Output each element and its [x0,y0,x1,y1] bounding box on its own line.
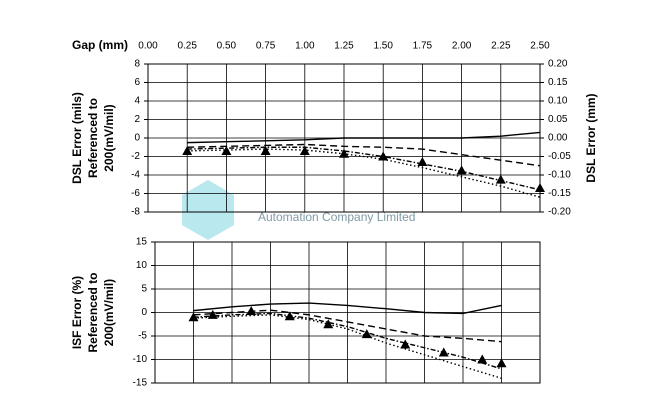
x-tick-label: 0.75 [256,41,276,52]
y2-axis-label: DSL Error (mm) [584,93,598,182]
x-tick-label: 0.00 [138,41,158,52]
watermark: Automation Company Limited [258,210,415,224]
triangle-marker [495,174,506,184]
y-axis-label: Referenced to [86,98,100,178]
y-tick-label: -2 [131,151,140,162]
series-line [187,148,541,198]
y-tick-label: 4 [134,96,140,107]
y2-tick-label: 0.15 [548,77,568,88]
triangle-marker [260,145,271,155]
triangle-marker [188,312,199,322]
series-line [187,131,541,144]
triangle-marker [221,145,232,155]
watermark-logo [182,180,234,240]
x-tick-label: 0.25 [177,41,197,52]
series-line [193,309,502,343]
y-tick-label: 0 [134,133,140,144]
y-tick-label: -5 [138,331,147,342]
triangle-marker [378,151,389,161]
x-tick-label: 2.50 [530,41,550,52]
y-axis-label: 200(mV/mil) [102,279,116,346]
x-tick-label: 2.25 [491,41,511,52]
triangle-marker [182,145,193,155]
x-tick-label: 1.75 [413,41,433,52]
triangle-marker [438,347,449,357]
x-axis-label: Gap (mm) [72,38,128,52]
y-tick-label: -10 [133,354,148,365]
plot-frame [154,241,541,384]
y2-tick-label: 0.05 [548,114,568,125]
triangle-marker [477,354,488,364]
y-tick-label: -8 [131,207,140,218]
y-tick-label: 6 [134,77,140,88]
y-tick-label: 8 [134,59,140,70]
y2-tick-label: 0.00 [548,133,568,144]
series-line [193,312,502,370]
triangle-marker [323,319,334,329]
y-tick-label: 10 [136,260,148,271]
series-line [187,146,541,191]
y2-tick-label: -0.20 [548,207,571,218]
triangle-marker [299,145,310,155]
y-tick-label: 2 [134,114,140,125]
triangle-marker [361,329,372,339]
x-tick-label: 0.50 [217,41,237,52]
plot-frame [147,63,541,213]
y-axis-label: 200(mV/mil) [102,104,116,171]
triangle-marker [284,311,295,321]
triangle-marker [246,306,257,316]
triangle-marker [417,157,428,167]
y2-tick-label: 0.20 [548,59,568,70]
y-tick-label: 0 [141,307,147,318]
y-tick-label: -4 [131,170,140,181]
y2-tick-label: -0.05 [548,151,571,162]
y-tick-label: 15 [136,237,148,248]
x-tick-label: 1.25 [334,41,354,52]
series-line [187,143,541,167]
x-tick-label: 2.00 [452,41,472,52]
y-tick-label: -15 [133,378,148,389]
y2-tick-label: -0.10 [548,170,571,181]
triangle-marker [339,148,349,158]
y-tick-label: -6 [131,188,140,199]
series-line [193,302,502,315]
triangle-marker [456,165,467,175]
y-axis-label: DSL Error (mils) [70,92,84,184]
x-tick-label: 1.50 [373,41,393,52]
y-axis-label: ISF Error (%) [70,276,84,349]
triangle-marker [207,309,218,319]
triangle-marker [400,339,411,349]
y-tick-label: 5 [141,284,147,295]
y2-tick-label: 0.10 [548,96,568,107]
triangle-marker [496,358,507,368]
triangle-marker [535,182,545,192]
y2-tick-label: -0.15 [548,188,571,199]
y-axis-label: Referenced to [86,272,100,352]
x-tick-label: 1.00 [295,41,315,52]
